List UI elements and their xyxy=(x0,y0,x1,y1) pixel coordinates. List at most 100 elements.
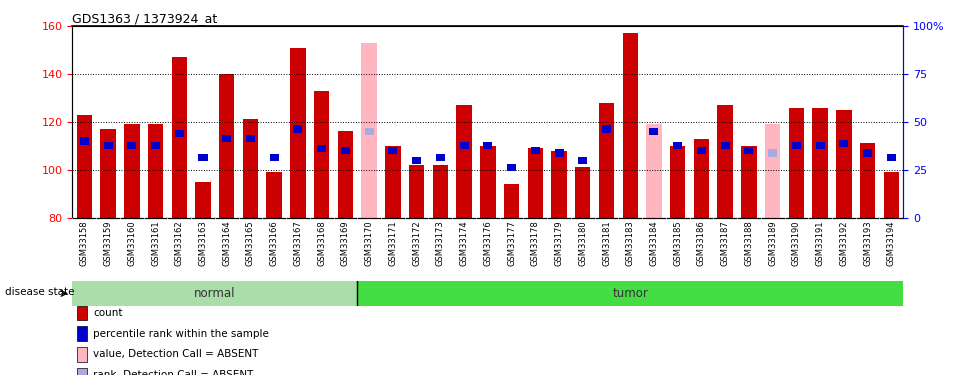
Text: GSM33164: GSM33164 xyxy=(222,220,231,266)
Bar xyxy=(575,167,590,217)
Bar xyxy=(884,172,899,217)
Bar xyxy=(599,103,614,218)
Bar xyxy=(290,48,305,217)
Text: GSM33173: GSM33173 xyxy=(436,220,445,266)
Text: GSM33179: GSM33179 xyxy=(554,220,563,266)
Text: GSM33161: GSM33161 xyxy=(151,220,160,266)
Bar xyxy=(626,283,635,290)
Text: GSM33162: GSM33162 xyxy=(175,220,184,266)
Text: GSM33186: GSM33186 xyxy=(696,220,706,266)
Text: normal: normal xyxy=(194,287,236,300)
Bar xyxy=(317,145,327,152)
Bar xyxy=(839,140,848,147)
Text: GSM33187: GSM33187 xyxy=(721,220,729,266)
Bar xyxy=(765,124,781,218)
Text: tumor: tumor xyxy=(612,287,648,300)
Text: GSM33184: GSM33184 xyxy=(649,220,659,266)
Text: GSM33160: GSM33160 xyxy=(128,220,136,266)
Bar xyxy=(694,139,709,218)
FancyBboxPatch shape xyxy=(76,347,87,362)
Bar xyxy=(483,142,493,149)
Bar xyxy=(195,182,211,218)
Bar xyxy=(388,147,397,154)
Text: GSM33159: GSM33159 xyxy=(103,220,113,266)
FancyBboxPatch shape xyxy=(76,306,87,321)
Text: GSM33167: GSM33167 xyxy=(294,220,302,266)
Bar xyxy=(103,142,113,149)
Bar xyxy=(721,142,729,149)
Bar xyxy=(673,142,682,149)
Bar xyxy=(246,135,255,142)
FancyBboxPatch shape xyxy=(76,368,87,375)
Text: GSM33181: GSM33181 xyxy=(602,220,611,266)
Text: value, Detection Call = ABSENT: value, Detection Call = ABSENT xyxy=(94,349,259,359)
Bar xyxy=(530,147,540,154)
Bar xyxy=(242,120,258,218)
Text: GSM33177: GSM33177 xyxy=(507,220,516,266)
Bar xyxy=(76,115,92,218)
Bar xyxy=(507,164,516,171)
Bar xyxy=(128,142,136,149)
Bar xyxy=(745,147,753,154)
Bar xyxy=(622,33,638,218)
Bar xyxy=(361,43,377,218)
Bar xyxy=(80,137,89,145)
Bar xyxy=(456,105,471,218)
Bar xyxy=(815,142,825,149)
Bar xyxy=(364,128,374,135)
FancyBboxPatch shape xyxy=(76,326,87,341)
Text: GSM33166: GSM33166 xyxy=(270,220,279,266)
Text: GSM33192: GSM33192 xyxy=(839,220,848,266)
Text: disease state: disease state xyxy=(5,287,74,297)
Text: rank, Detection Call = ABSENT: rank, Detection Call = ABSENT xyxy=(94,370,254,375)
Text: count: count xyxy=(94,308,123,318)
Text: GDS1363 / 1373924_at: GDS1363 / 1373924_at xyxy=(72,12,217,25)
Bar xyxy=(527,148,543,217)
Text: GSM33191: GSM33191 xyxy=(815,220,825,266)
Bar xyxy=(219,74,235,217)
Bar xyxy=(646,124,662,218)
Text: GSM33183: GSM33183 xyxy=(626,220,635,266)
Bar xyxy=(670,146,686,218)
Bar xyxy=(436,154,445,161)
Bar xyxy=(124,124,139,218)
Bar xyxy=(409,165,424,218)
Bar xyxy=(837,110,852,218)
Bar xyxy=(718,105,733,218)
Bar xyxy=(433,165,448,218)
Bar xyxy=(357,281,903,306)
Bar xyxy=(696,147,706,154)
Text: GSM33190: GSM33190 xyxy=(792,220,801,266)
Text: GSM33193: GSM33193 xyxy=(863,220,872,266)
Text: GSM33171: GSM33171 xyxy=(388,220,397,266)
Bar xyxy=(768,149,778,156)
Bar xyxy=(863,149,872,156)
Bar xyxy=(172,57,187,217)
Bar xyxy=(887,154,895,161)
Text: GSM33163: GSM33163 xyxy=(198,220,208,266)
Text: GSM33165: GSM33165 xyxy=(246,220,255,266)
Bar xyxy=(460,142,469,149)
Text: GSM33168: GSM33168 xyxy=(317,220,327,266)
Bar xyxy=(151,142,160,149)
Bar xyxy=(198,154,208,161)
Bar xyxy=(222,135,231,142)
Text: GSM33170: GSM33170 xyxy=(364,220,374,266)
Text: GSM33158: GSM33158 xyxy=(80,220,89,266)
Text: GSM33185: GSM33185 xyxy=(673,220,682,266)
Bar xyxy=(554,149,563,156)
Text: GSM33172: GSM33172 xyxy=(412,220,421,266)
Bar xyxy=(649,128,659,135)
Bar xyxy=(294,126,302,133)
Text: GSM33194: GSM33194 xyxy=(887,220,895,266)
Bar xyxy=(504,184,520,218)
Text: percentile rank within the sample: percentile rank within the sample xyxy=(94,328,270,339)
Text: GSM33176: GSM33176 xyxy=(483,220,493,266)
Bar xyxy=(741,146,756,218)
Bar xyxy=(579,156,587,164)
Bar xyxy=(148,124,163,218)
Bar xyxy=(270,154,279,161)
Bar xyxy=(552,150,567,217)
Bar xyxy=(341,147,350,154)
Text: GSM33169: GSM33169 xyxy=(341,220,350,266)
